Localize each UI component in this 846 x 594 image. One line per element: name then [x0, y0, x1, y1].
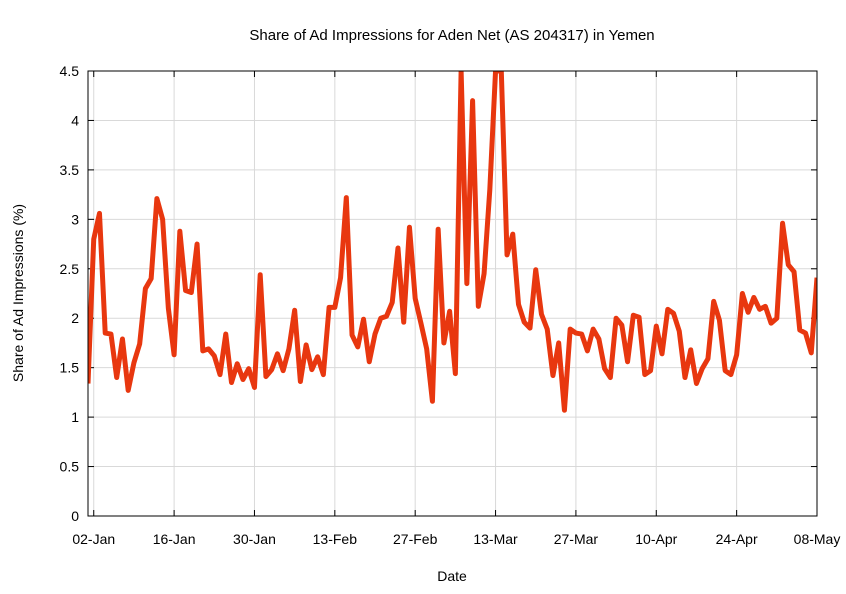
chart-title: Share of Ad Impressions for Aden Net (AS… — [249, 27, 654, 44]
y-tick-label: 1.5 — [60, 360, 80, 376]
x-tick-label: 30-Jan — [233, 531, 276, 547]
y-tick-label: 4.5 — [60, 63, 80, 79]
x-tick-label: 27-Mar — [554, 531, 599, 547]
x-axis-label: Date — [437, 568, 467, 584]
y-tick-label: 4 — [71, 112, 79, 128]
y-tick-label: 1 — [71, 409, 79, 425]
y-tick-label: 2.5 — [60, 261, 80, 277]
series-layer — [88, 71, 817, 413]
x-tick-label: 02-Jan — [72, 531, 115, 547]
x-axis-ticks: 02-Jan 16-Jan 30-Jan 13-Feb 27-Feb 13-Mar 27-M… — [72, 71, 840, 547]
plot-frame — [87, 70, 818, 517]
x-tick-label: 08-May — [794, 531, 841, 547]
x-tick-label: 27-Feb — [393, 531, 438, 547]
x-tick-label: 24-Apr — [716, 531, 758, 547]
x-tick-label: 16-Jan — [153, 531, 196, 547]
y-axis-label: Share of Ad Impressions (%) — [10, 204, 26, 382]
y-tick-label: 0.5 — [60, 459, 80, 475]
x-tick-label: 13-Feb — [313, 531, 358, 547]
y-tick-label: 0 — [71, 508, 79, 524]
y-tick-label: 2 — [71, 310, 79, 326]
y-axis-ticks: 0 0.5 1 1.5 2 2.5 3 3.5 4 4.5 — [60, 63, 817, 524]
x-tick-label: 13-Mar — [473, 531, 518, 547]
x-tick-label: 10-Apr — [635, 531, 677, 547]
y-tick-label: 3 — [71, 211, 79, 227]
series-line — [88, 71, 817, 413]
y-tick-label: 3.5 — [60, 162, 80, 178]
